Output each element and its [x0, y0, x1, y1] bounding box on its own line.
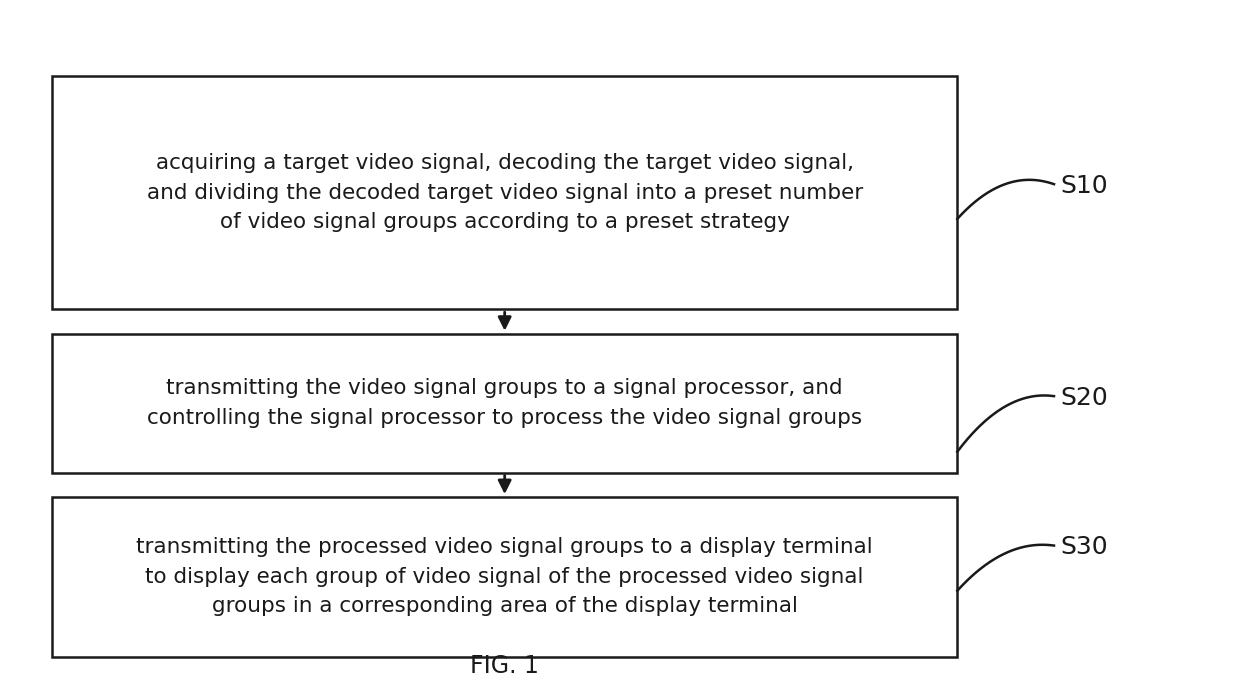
Text: transmitting the video signal groups to a signal processor, and
controlling the : transmitting the video signal groups to …	[148, 378, 862, 428]
Text: S10: S10	[1060, 174, 1107, 197]
Text: S20: S20	[1060, 386, 1109, 409]
FancyBboxPatch shape	[52, 497, 957, 657]
Text: acquiring a target video signal, decoding the target video signal,
and dividing : acquiring a target video signal, decodin…	[146, 154, 863, 232]
FancyBboxPatch shape	[52, 334, 957, 473]
FancyBboxPatch shape	[52, 76, 957, 309]
Text: FIG. 1: FIG. 1	[470, 653, 539, 678]
Text: S30: S30	[1060, 535, 1107, 559]
Text: transmitting the processed video signal groups to a display terminal
to display : transmitting the processed video signal …	[136, 537, 873, 616]
